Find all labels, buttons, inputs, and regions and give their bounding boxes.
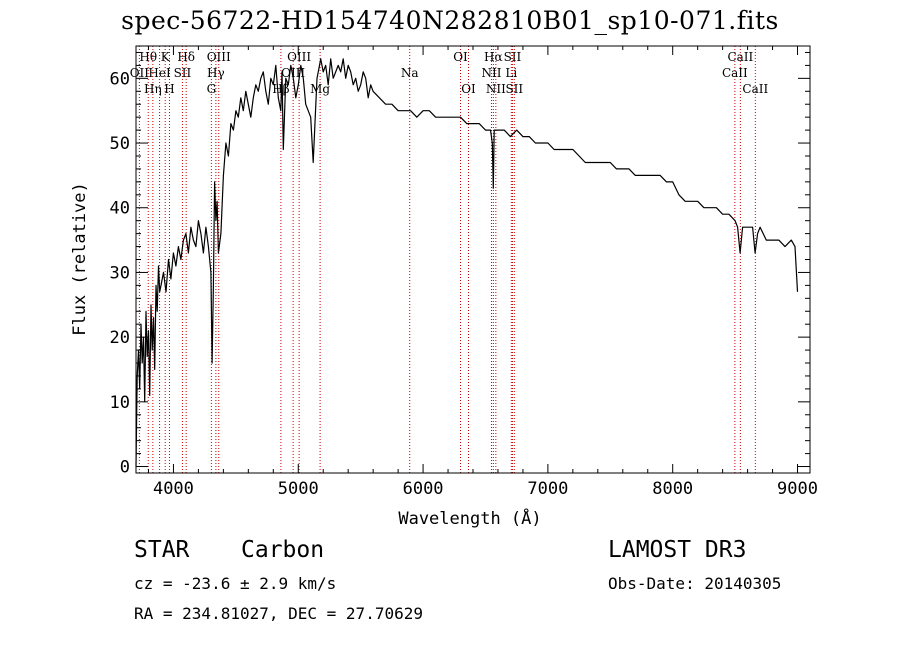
- line-label-h_theta: Hθ: [139, 50, 157, 64]
- x-tick-label: 8000: [652, 479, 693, 499]
- line-label-caii_8498: CaII: [722, 66, 748, 80]
- line-label-sii_4072: SII: [174, 66, 192, 80]
- line-label-h_alpha: Hα: [484, 50, 503, 64]
- line-label-oi_6364: OI: [461, 82, 476, 96]
- line-label-caii_k: K: [161, 50, 171, 64]
- redshift-text: cz = -23.6 ± 2.9 km/s: [134, 574, 337, 593]
- plot-frame: [135, 45, 811, 474]
- line-label-caii_8662: CaII: [742, 82, 768, 96]
- line-label-mg: Mg: [310, 82, 330, 96]
- line-label-caii_h: H: [164, 82, 174, 96]
- obs-date-text: Obs-Date: 20140305: [608, 574, 782, 593]
- line-label-nii_6548: NII: [481, 66, 501, 80]
- line-label-oiii_5007: OIII: [287, 50, 311, 64]
- line-label-hei: HeI: [148, 66, 171, 80]
- y-tick-label: 20: [110, 328, 130, 348]
- y-tick-label: 30: [110, 263, 130, 283]
- line-label-h_beta: Hβ: [272, 82, 289, 96]
- spectrum-line: [135, 58, 799, 467]
- line-label-oi_6300: OI: [453, 50, 468, 64]
- x-tick-label: 7000: [527, 479, 568, 499]
- line-label-li: Li: [505, 66, 517, 80]
- coordinates-text: RA = 234.81027, DEC = 27.70629: [134, 604, 423, 623]
- chart-title: spec-56722-HD154740N282810B01_sp10-071.f…: [121, 6, 779, 35]
- x-tick-label: 9000: [777, 479, 818, 499]
- line-label-g_band: G: [207, 82, 217, 96]
- y-tick-label: 10: [110, 393, 130, 413]
- line-label-oiii_4363: OIII: [207, 50, 231, 64]
- emission-line-markers: [138, 46, 756, 473]
- line-label-h_delta: Hδ: [177, 50, 195, 64]
- spectrum-series: [135, 58, 799, 467]
- line-label-oii: OII: [130, 66, 150, 80]
- y-tick-label: 50: [110, 134, 130, 154]
- x-tick-label: 4000: [153, 479, 194, 499]
- line-label-sii_6731: SII: [505, 82, 523, 96]
- line-label-na: Na: [401, 66, 419, 80]
- y-tick-label: 40: [110, 199, 130, 219]
- line-label-h_eta: Hη: [144, 82, 162, 96]
- line-label-caii_8542: CaII: [727, 50, 753, 64]
- line-label-nii_6583: NII: [486, 82, 506, 96]
- subclass-label: Carbon: [241, 537, 325, 563]
- y-tick-label: 0: [120, 458, 130, 478]
- line-label-h_gamma: Hγ: [207, 66, 225, 80]
- line-label-oiii_4959: OIII: [281, 66, 305, 80]
- y-tick-label: 60: [110, 69, 130, 89]
- survey-label: LAMOST DR3: [608, 537, 747, 563]
- x-tick-label: 5000: [278, 479, 319, 499]
- line-label-sii_6716: SII: [504, 50, 522, 64]
- x-tick-label: 6000: [403, 479, 444, 499]
- x-axis-label: Wavelength (Å): [398, 509, 542, 529]
- y-axis-label: Flux (relative): [70, 182, 90, 336]
- axis-ticks: 4000 5000 6000 7000 8000 9000 0 10 20 30 40 50 60: [110, 46, 818, 499]
- class-label: STAR: [134, 537, 190, 563]
